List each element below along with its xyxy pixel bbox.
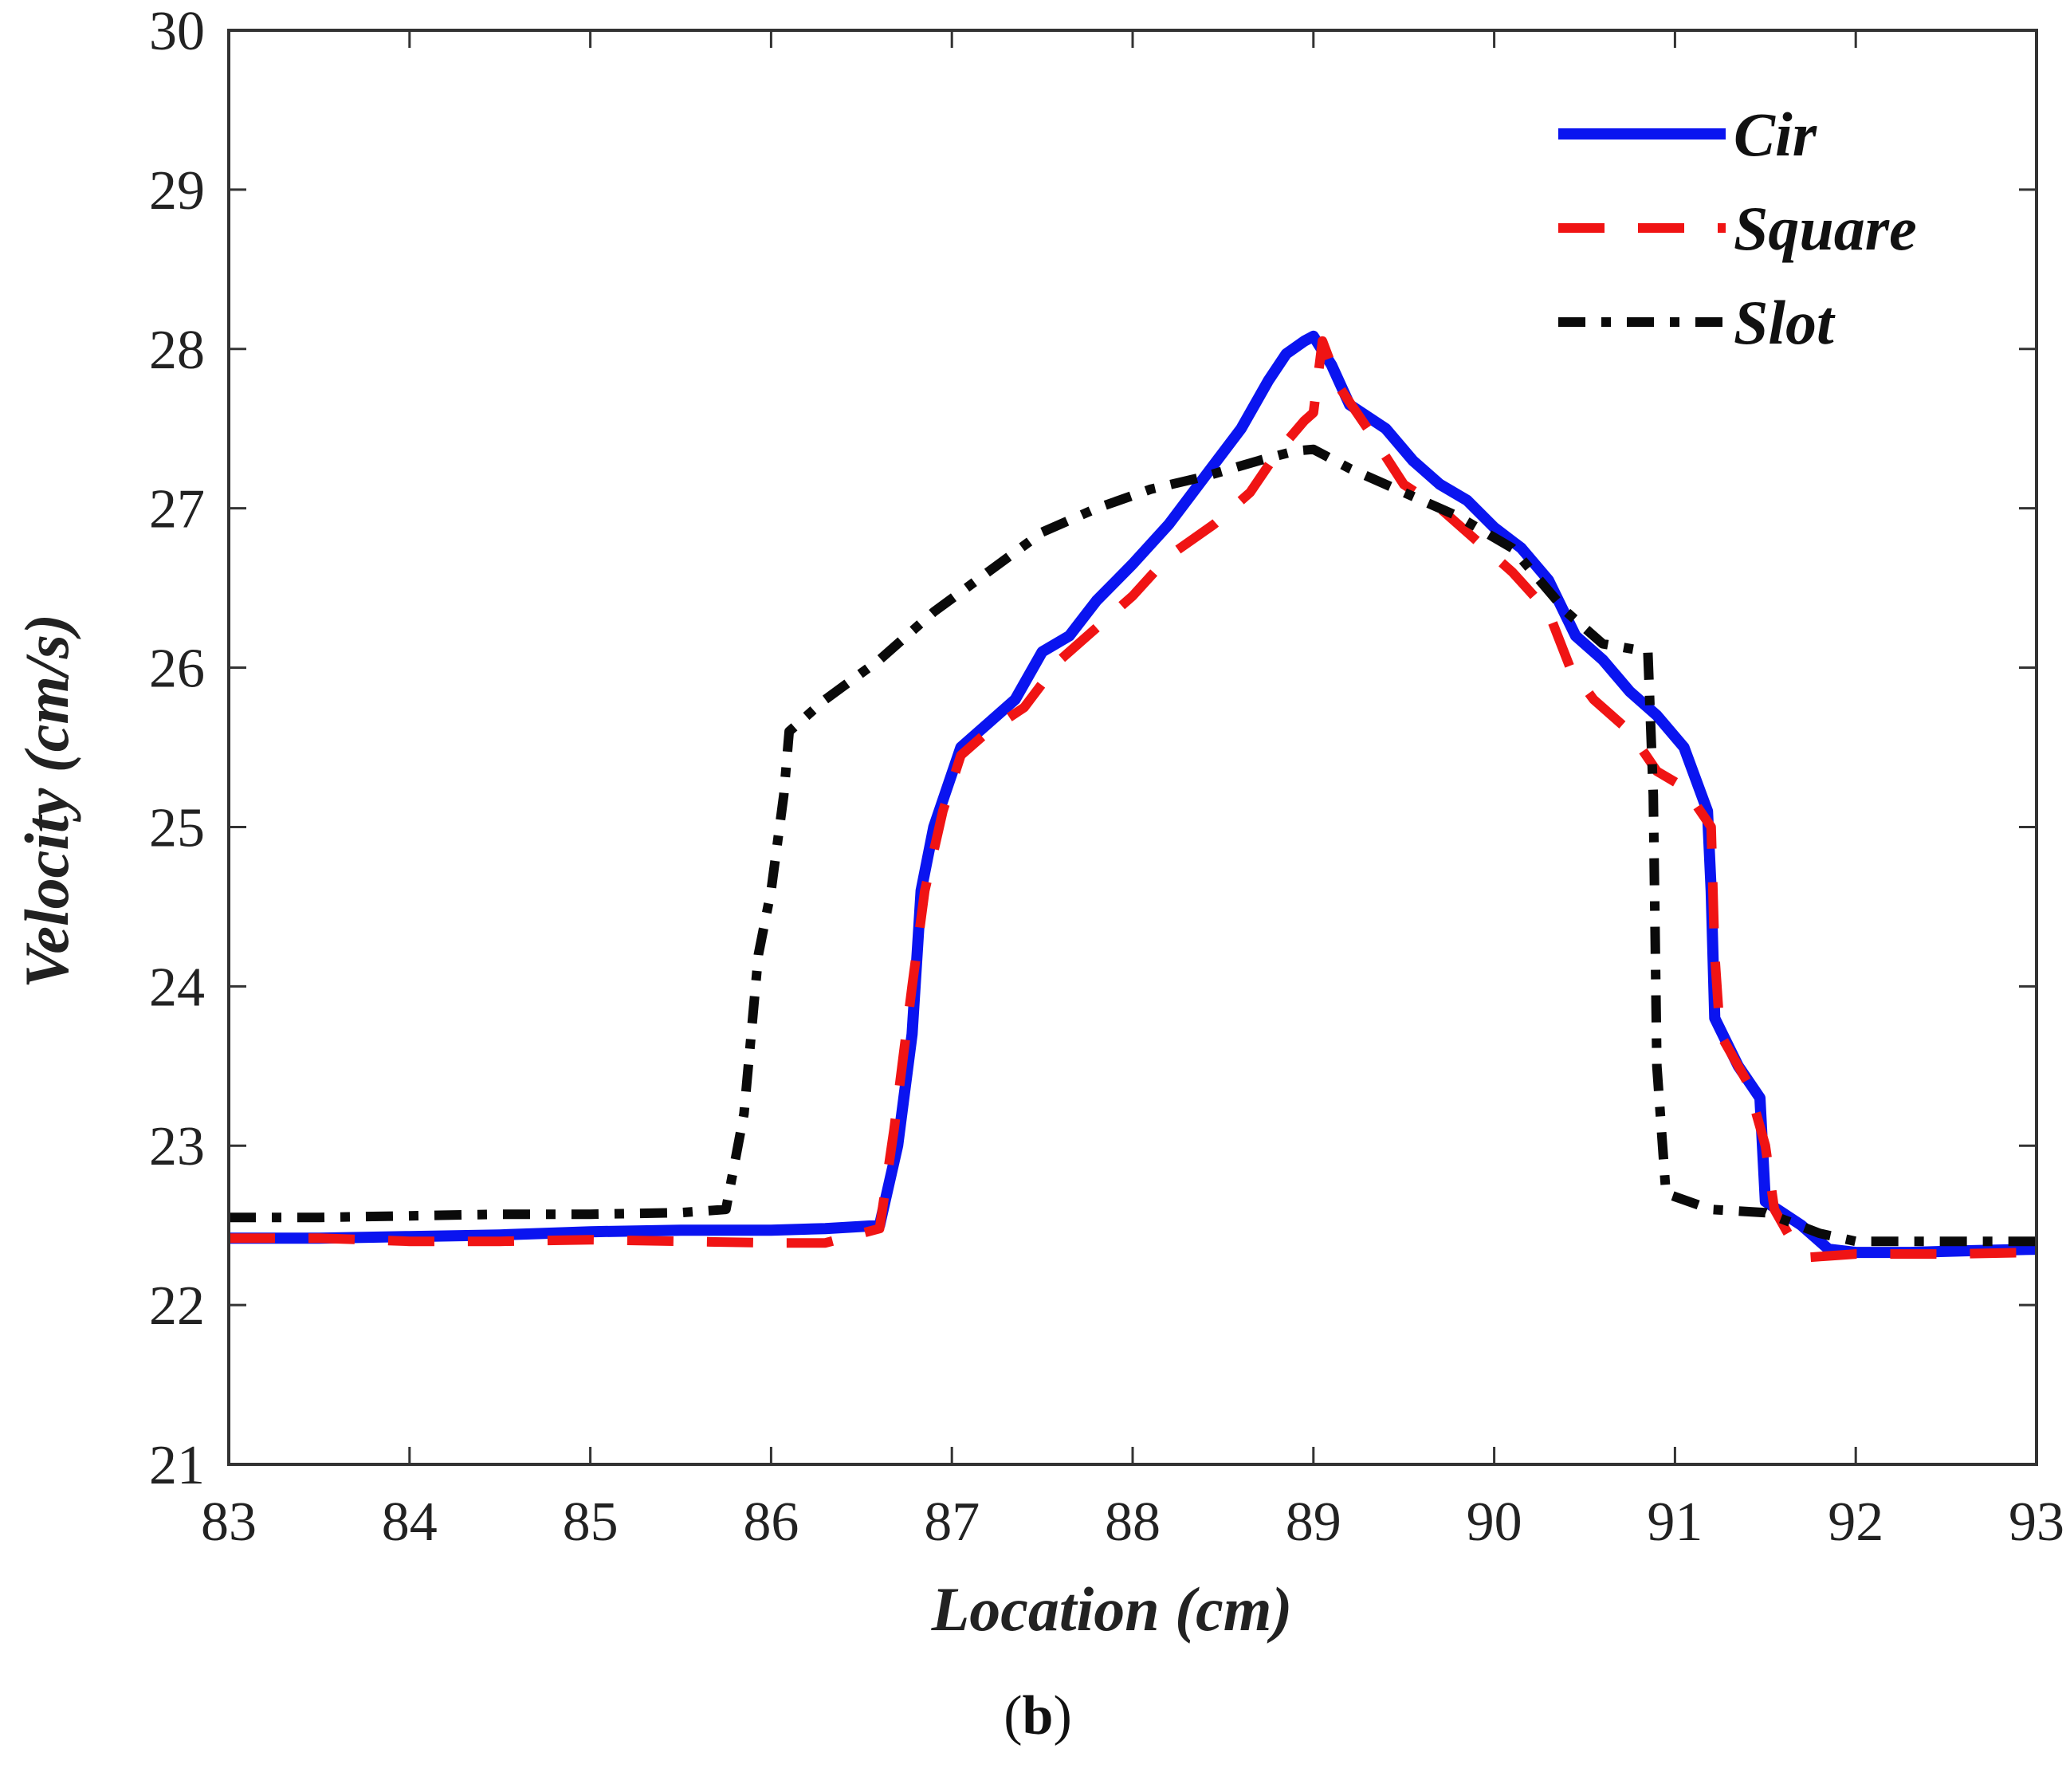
x-tick-label: 83 [201,1491,257,1553]
legend: Cir Square Slot [1558,100,1917,357]
x-axis-title: Location (cm) [931,1574,1293,1644]
y-axis-title: Velocity (cm/s) [12,614,81,988]
series-layer [229,330,2037,1263]
panel-label-open: ( [1004,1685,1022,1747]
legend-label-slot: Slot [1734,288,1836,357]
panel-label-letter: b [1023,1685,1054,1747]
x-tick-label: 88 [1105,1491,1161,1553]
y-tick-label: 27 [149,479,205,540]
x-tick-label: 84 [382,1491,438,1553]
y-tick-labels: 21 22 23 24 25 26 27 28 29 30 [149,1,205,1496]
y-tick-label: 22 [149,1275,205,1337]
series-line-slot [229,444,2037,1247]
y-tick-label: 24 [149,957,205,1018]
x-tick-label: 92 [1828,1491,1883,1553]
x-tick-label: 91 [1647,1491,1703,1553]
legend-label-square: Square [1734,194,1917,263]
y-tick-label: 25 [149,797,205,859]
x-tick-labels: 83 84 85 86 87 88 89 90 91 92 93 [201,1491,2064,1553]
x-tick-label: 93 [2009,1491,2064,1553]
y-tick-label: 21 [149,1435,205,1496]
y-tick-label: 30 [149,1,205,62]
series-line-cir [229,330,2037,1259]
x-tick-label: 85 [563,1491,619,1553]
y-tick-label: 23 [149,1116,205,1177]
y-tick-label: 29 [149,160,205,222]
plot-area-frame [227,29,2038,1466]
x-tick-label: 87 [924,1491,980,1553]
x-tick-label: 86 [743,1491,799,1553]
x-tick-label: 89 [1286,1491,1341,1553]
y-tick-label: 26 [149,639,205,700]
series-line-square [229,336,2037,1263]
x-tick-label: 90 [1467,1491,1522,1553]
panel-label: (b) [1004,1685,1072,1747]
legend-label-cir: Cir [1734,100,1817,169]
panel-label-close: ) [1053,1685,1071,1747]
y-tick-label: 28 [149,320,205,381]
